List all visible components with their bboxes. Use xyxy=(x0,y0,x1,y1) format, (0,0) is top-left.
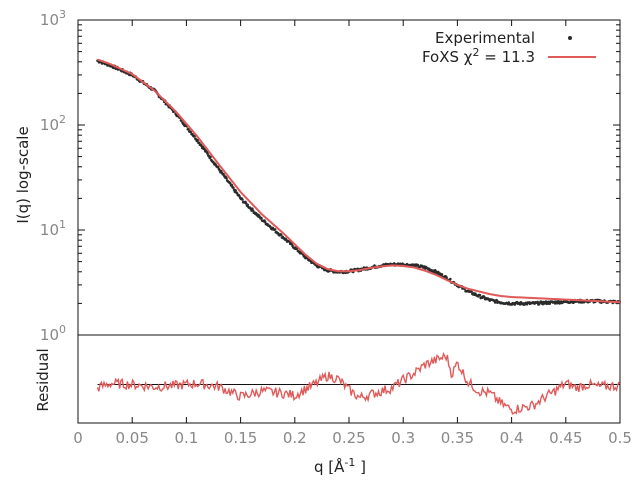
x-axis-title-prefix: q [Å xyxy=(314,457,345,476)
residual-series-line xyxy=(96,351,620,415)
experimental-point xyxy=(260,216,263,220)
experimental-point xyxy=(232,186,235,189)
experimental-point xyxy=(234,189,237,192)
x-tick-label: 0.3 xyxy=(391,429,415,447)
experimental-point xyxy=(209,155,212,159)
y-tick-label: 103 xyxy=(40,8,66,29)
y-tick-label: 100 xyxy=(40,323,66,344)
legend-label-fit-suffix: = 11.3 xyxy=(479,48,535,66)
x-tick-label: 0.1 xyxy=(174,429,198,447)
legend-label-fit-prefix: FoXS χ xyxy=(422,48,473,66)
experimental-point xyxy=(470,290,473,294)
fit-series-line xyxy=(97,58,621,304)
experimental-point xyxy=(544,300,548,303)
experimental-point xyxy=(279,233,283,236)
experimental-point xyxy=(445,276,448,279)
y-axis-ticks: 100 101 102 103 xyxy=(40,8,620,344)
x-tick-label: 0.45 xyxy=(549,429,582,447)
x-tick-label: 0.25 xyxy=(332,429,365,447)
experimental-series xyxy=(96,59,621,306)
x-tick-label: 0 xyxy=(73,429,83,447)
x-tick-label: 0.5 xyxy=(608,429,632,447)
legend-label-experimental: Experimental xyxy=(435,29,535,47)
x-axis-title: q [Å-1 ] xyxy=(314,456,366,476)
legend-label-fit: FoXS χ2 = 11.3 xyxy=(422,46,535,66)
x-tick-label: 0.2 xyxy=(283,429,307,447)
main-plot-frame xyxy=(77,19,621,336)
experimental-point xyxy=(273,228,277,231)
experimental-point xyxy=(241,198,244,201)
experimental-point xyxy=(230,183,234,187)
experimental-point xyxy=(251,209,255,212)
experimental-point xyxy=(246,203,250,207)
x-tick-label: 0.05 xyxy=(115,429,148,447)
experimental-point xyxy=(196,138,199,142)
x-axis-title-suffix: ] xyxy=(355,458,366,476)
x-axis-ticks: 0 0.05 0.1 0.15 0.2 0.25 0.3 0.35 0.4 0.45 0.5 xyxy=(73,20,632,447)
experimental-point xyxy=(416,263,420,267)
y-tick-label: 101 xyxy=(40,218,66,239)
y-axis-title-main: I(q) log-scale xyxy=(14,126,32,223)
legend: Experimental FoXS χ2 = 11.3 xyxy=(422,29,596,66)
y-axis-title-residual: Residual xyxy=(34,348,52,411)
legend-marker-experimental xyxy=(568,36,572,40)
x-tick-label: 0.35 xyxy=(441,429,474,447)
experimental-point xyxy=(112,66,115,70)
y-tick-label: 102 xyxy=(40,113,66,134)
experimental-point xyxy=(229,182,232,185)
experimental-point xyxy=(449,277,452,281)
experimental-point xyxy=(206,152,209,155)
experimental-point xyxy=(536,300,539,304)
experimental-point xyxy=(495,298,498,302)
experimental-point xyxy=(251,207,254,211)
x-tick-label: 0.15 xyxy=(224,429,257,447)
experimental-point xyxy=(478,293,482,297)
experimental-point xyxy=(225,177,228,180)
legend-label-fit-sup: 2 xyxy=(472,46,479,59)
experimental-point xyxy=(189,130,193,134)
experimental-point xyxy=(548,302,552,305)
experimental-point xyxy=(440,273,444,276)
x-tick-label: 0.4 xyxy=(500,429,524,447)
residual-plot-frame xyxy=(77,334,621,424)
experimental-point xyxy=(216,165,220,169)
x-axis-title-sup: -1 xyxy=(344,456,355,469)
experimental-point xyxy=(263,220,267,224)
